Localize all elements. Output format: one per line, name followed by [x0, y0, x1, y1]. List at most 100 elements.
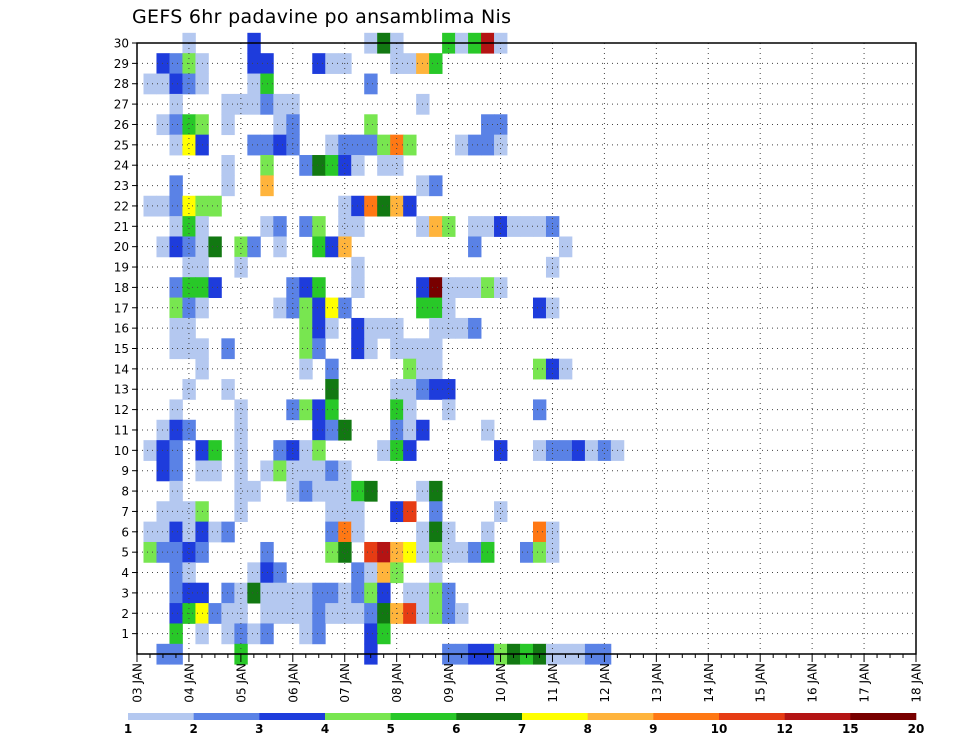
heatmap-cell [169, 93, 183, 115]
colorbar-segment [587, 713, 654, 720]
heatmap-cell [390, 379, 404, 400]
heatmap-cell [247, 236, 261, 258]
heatmap-cell [169, 114, 183, 136]
heatmap-cell [403, 419, 417, 441]
heatmap-cell [390, 562, 404, 584]
heatmap-cell [234, 399, 248, 421]
heatmap-cell [312, 338, 326, 360]
heatmap-cell [429, 480, 443, 502]
heatmap-cell [208, 195, 222, 217]
heatmap-cell [312, 419, 326, 441]
y-tick-label: 3 [121, 586, 129, 600]
heatmap-cell [169, 562, 183, 584]
heatmap-cell [364, 195, 378, 217]
heatmap-cell [182, 256, 196, 278]
heatmap-cell [429, 175, 443, 197]
heatmap-cell [403, 338, 417, 360]
colorbar-segment [719, 713, 785, 720]
heatmap-cell [364, 603, 378, 624]
heatmap-cell [364, 541, 378, 563]
heatmap-cell [325, 460, 339, 482]
heatmap-cell [429, 216, 443, 237]
colorbar-label: 6 [452, 722, 460, 736]
colorbar-segment [325, 713, 391, 720]
heatmap-cell [273, 114, 287, 136]
y-tick-label: 22 [114, 199, 129, 213]
heatmap-cell [299, 460, 313, 482]
colorbar-label: 12 [776, 722, 793, 736]
heatmap-cell [390, 440, 404, 461]
heatmap-cell [455, 317, 469, 339]
heatmap-cell [273, 297, 287, 319]
heatmap-cell [247, 562, 261, 584]
heatmap-cell [429, 501, 443, 523]
y-tick-label: 4 [121, 566, 129, 580]
heatmap-cell [247, 93, 261, 115]
heatmap-cell [377, 195, 391, 217]
heatmap-cell [468, 317, 482, 339]
heatmap-cell [182, 216, 196, 237]
x-tick-label: 13 JAN [650, 663, 664, 703]
y-tick-label: 5 [121, 546, 129, 560]
heatmap-cell [442, 521, 456, 543]
heatmap-cell [312, 53, 326, 74]
heatmap-cell [143, 440, 157, 461]
heatmap-cell [169, 501, 183, 523]
heatmap-cell [169, 195, 183, 217]
heatmap-cell [325, 317, 339, 339]
heatmap-cell [312, 277, 326, 298]
heatmap-cell [390, 501, 404, 523]
heatmap-cell [299, 216, 313, 237]
heatmap-cell [299, 155, 313, 176]
y-tick-label: 20 [114, 240, 129, 254]
heatmap-cell [221, 155, 235, 176]
heatmap-cell [325, 53, 339, 74]
heatmap-cell [247, 582, 261, 604]
heatmap-cell [221, 623, 235, 645]
colorbar-label: 7 [518, 722, 526, 736]
heatmap-cell [169, 53, 183, 74]
heatmap-cell [156, 501, 170, 523]
colorbar-label: 5 [387, 722, 395, 736]
heatmap-cell [182, 114, 196, 136]
heatmap-cell [234, 460, 248, 482]
heatmap-cell [429, 603, 443, 624]
y-tick-label: 14 [114, 362, 129, 376]
heatmap-cell [182, 236, 196, 258]
heatmap-cell [182, 501, 196, 523]
heatmap-cell [182, 379, 196, 400]
colorbar-segment [456, 713, 523, 720]
heatmap-cell [364, 114, 378, 136]
heatmap-cell [221, 114, 235, 136]
heatmap-cell [169, 623, 183, 645]
heatmap-cell [455, 541, 469, 563]
heatmap-cell [338, 134, 352, 156]
heatmap-cell [325, 521, 339, 543]
heatmap-cell [221, 521, 235, 543]
y-tick-label: 18 [114, 281, 129, 295]
heatmap-cell [429, 562, 443, 584]
x-tick-label: 04 JAN [182, 663, 196, 703]
x-tick-label: 11 JAN [546, 663, 560, 703]
colorbar-segment [850, 713, 917, 720]
heatmap-cell [377, 562, 391, 584]
heatmap-cell [520, 216, 534, 237]
heatmap-cell [390, 195, 404, 217]
heatmap-cell [442, 216, 456, 237]
heatmap-cell [338, 236, 352, 258]
heatmap-cell [169, 236, 183, 258]
heatmap-cell [156, 419, 170, 441]
heatmap-cell [169, 582, 183, 604]
heatmap-cell [494, 501, 508, 523]
heatmap-cell [377, 317, 391, 339]
heatmap-cell [390, 419, 404, 441]
y-tick-label: 11 [114, 423, 129, 437]
heatmap-cell [403, 379, 417, 400]
y-tick-label: 21 [114, 220, 129, 234]
y-tick-label: 26 [114, 118, 129, 132]
heatmap-cell [532, 440, 547, 461]
heatmap-cell [429, 317, 443, 339]
heatmap-cell [169, 521, 183, 543]
heatmap-cell [169, 175, 183, 197]
heatmap-cell [299, 277, 313, 298]
